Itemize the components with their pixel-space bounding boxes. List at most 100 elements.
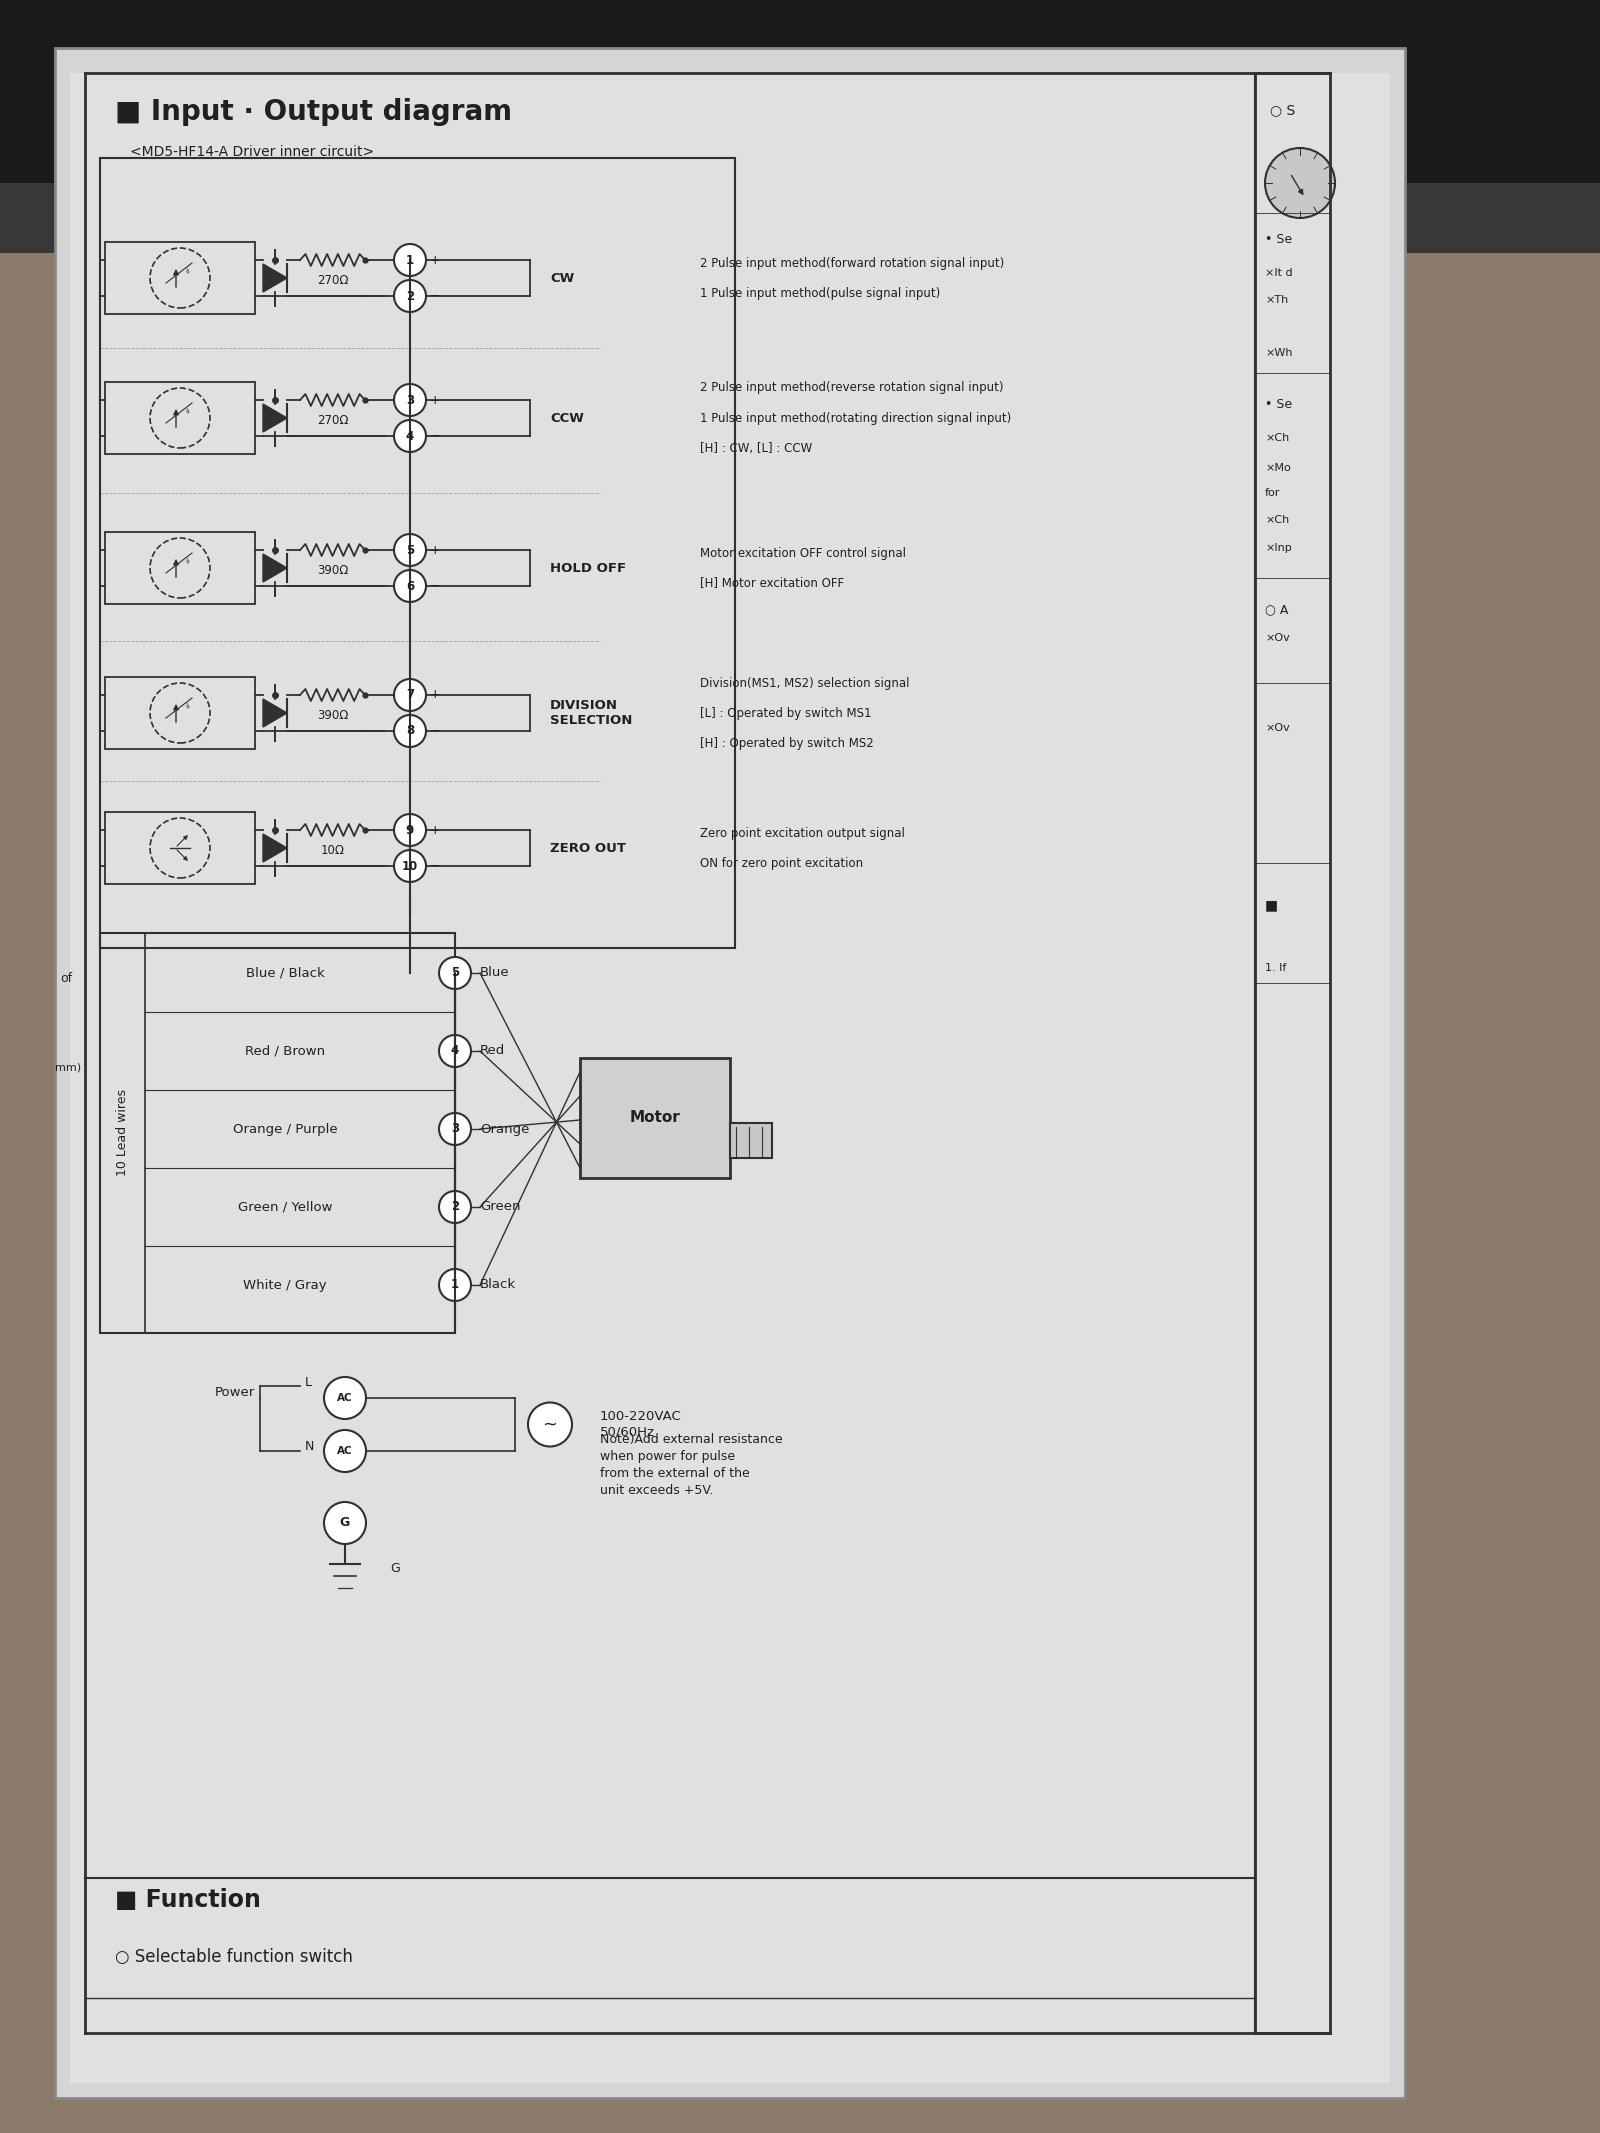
Bar — [70, 73, 1390, 2084]
Text: 4: 4 — [451, 1045, 459, 1058]
Text: for: for — [1266, 488, 1280, 497]
Bar — [730, 1122, 771, 1158]
Text: G: G — [339, 1517, 350, 1529]
Text: Division(MS1, MS2) selection signal: Division(MS1, MS2) selection signal — [701, 676, 909, 689]
Bar — [0, 0, 1600, 183]
Text: Motor: Motor — [630, 1111, 680, 1126]
Text: ON for zero point excitation: ON for zero point excitation — [701, 857, 862, 870]
Circle shape — [438, 1113, 470, 1145]
Text: White / Gray: White / Gray — [243, 1278, 326, 1290]
Text: ○ Selectable function switch: ○ Selectable function switch — [115, 1947, 354, 1967]
Text: 5: 5 — [451, 966, 459, 979]
Text: ×Ov: ×Ov — [1266, 634, 1290, 642]
Text: 100-220VAC
50/60Hz: 100-220VAC 50/60Hz — [600, 1410, 682, 1438]
Circle shape — [438, 958, 470, 990]
Text: [L] : Operated by switch MS1: [L] : Operated by switch MS1 — [701, 706, 872, 719]
Text: Red / Brown: Red / Brown — [245, 1045, 325, 1058]
Text: +: + — [430, 254, 440, 267]
Text: • Se: • Se — [1266, 232, 1293, 245]
Text: L: L — [306, 1376, 312, 1389]
Text: [H] Motor excitation OFF: [H] Motor excitation OFF — [701, 576, 845, 589]
Text: 7: 7 — [406, 689, 414, 702]
Text: ■: ■ — [1266, 898, 1278, 913]
Text: ■ Input · Output diagram: ■ Input · Output diagram — [115, 98, 512, 126]
Text: 270Ω: 270Ω — [317, 414, 349, 427]
Bar — [106, 241, 254, 314]
Text: of: of — [61, 971, 72, 985]
Text: Note)Add external resistance
when power for pulse
from the external of the
unit : Note)Add external resistance when power … — [600, 1433, 782, 1497]
Text: 5: 5 — [406, 544, 414, 557]
Text: −: − — [430, 580, 440, 593]
Circle shape — [1266, 147, 1334, 218]
Text: ×Inp: ×Inp — [1266, 544, 1291, 552]
Text: Ⅎ: Ⅎ — [184, 267, 190, 275]
Text: 390Ω: 390Ω — [317, 563, 349, 578]
Text: ×Ov: ×Ov — [1266, 723, 1290, 734]
Circle shape — [438, 1269, 470, 1301]
Text: 3: 3 — [406, 392, 414, 407]
Text: 270Ω: 270Ω — [317, 273, 349, 288]
Text: 1: 1 — [406, 254, 414, 267]
Bar — [0, 183, 1600, 254]
Text: Red: Red — [480, 1045, 506, 1058]
Text: Power: Power — [214, 1386, 256, 1399]
Polygon shape — [262, 834, 286, 862]
Text: 10Ω: 10Ω — [320, 845, 344, 857]
Text: 2 Pulse input method(reverse rotation signal input): 2 Pulse input method(reverse rotation si… — [701, 382, 1003, 395]
Text: 390Ω: 390Ω — [317, 708, 349, 721]
Text: 1 Pulse input method(rotating direction signal input): 1 Pulse input method(rotating direction … — [701, 412, 1011, 424]
Text: ■ Function: ■ Function — [115, 1888, 261, 1911]
Text: HOLD OFF: HOLD OFF — [550, 561, 626, 574]
Text: Orange / Purple: Orange / Purple — [232, 1122, 338, 1135]
Text: Blue / Black: Blue / Black — [246, 966, 325, 979]
Text: mm): mm) — [54, 1062, 82, 1073]
Text: 6: 6 — [406, 580, 414, 593]
Text: 2: 2 — [451, 1201, 459, 1214]
Text: ~: ~ — [542, 1416, 557, 1433]
Text: 9: 9 — [406, 823, 414, 836]
Text: Ⅎ: Ⅎ — [184, 557, 190, 565]
Text: [H] : Operated by switch MS2: [H] : Operated by switch MS2 — [701, 736, 874, 749]
Polygon shape — [262, 264, 286, 292]
Circle shape — [528, 1404, 573, 1446]
Circle shape — [394, 243, 426, 275]
Text: Motor excitation OFF control signal: Motor excitation OFF control signal — [701, 546, 906, 559]
Circle shape — [394, 533, 426, 565]
Text: • Se: • Se — [1266, 399, 1293, 412]
Text: −: − — [430, 725, 440, 738]
Circle shape — [394, 849, 426, 883]
Text: +: + — [430, 392, 440, 407]
Text: Ⅎ: Ⅎ — [184, 702, 190, 710]
Text: 1. If: 1. If — [1266, 962, 1286, 973]
Text: 4: 4 — [406, 429, 414, 442]
Bar — [54, 49, 1405, 2099]
Bar — [106, 676, 254, 749]
Text: −: − — [430, 429, 440, 442]
Circle shape — [394, 384, 426, 416]
Text: Ⅎ: Ⅎ — [184, 407, 190, 414]
Text: Black: Black — [480, 1278, 517, 1290]
Text: 10 Lead wires: 10 Lead wires — [117, 1090, 130, 1177]
Text: −: − — [430, 860, 440, 872]
Circle shape — [438, 1035, 470, 1066]
Text: ○ A: ○ A — [1266, 604, 1288, 616]
Circle shape — [438, 1190, 470, 1222]
Text: 2 Pulse input method(forward rotation signal input): 2 Pulse input method(forward rotation si… — [701, 256, 1005, 269]
Text: ZERO OUT: ZERO OUT — [550, 843, 626, 855]
Bar — [106, 813, 254, 883]
Text: <MD5-HF14-A Driver inner circuit>: <MD5-HF14-A Driver inner circuit> — [130, 145, 374, 160]
Text: 8: 8 — [406, 725, 414, 738]
Text: [H] : CW, [L] : CCW: [H] : CW, [L] : CCW — [701, 442, 813, 454]
Text: ×Wh: ×Wh — [1266, 348, 1293, 358]
Text: Green: Green — [480, 1201, 520, 1214]
Bar — [99, 158, 734, 947]
Text: 10: 10 — [402, 860, 418, 872]
Text: 1: 1 — [451, 1278, 459, 1290]
Bar — [106, 382, 254, 454]
Text: +: + — [430, 823, 440, 836]
Circle shape — [394, 570, 426, 602]
Text: 2: 2 — [406, 290, 414, 303]
Circle shape — [394, 279, 426, 311]
Bar — [106, 531, 254, 604]
Text: 1 Pulse input method(pulse signal input): 1 Pulse input method(pulse signal input) — [701, 286, 941, 299]
